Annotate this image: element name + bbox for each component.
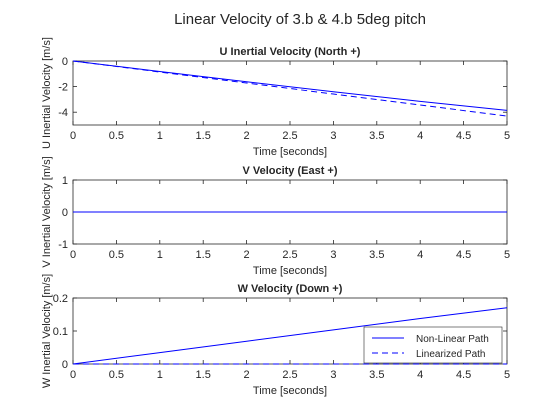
x-tick-label: 2 (244, 130, 250, 142)
x-axis-label: Time [seconds] (253, 385, 327, 397)
axes-frame (72, 60, 508, 126)
y-axis-label: U Inertial Velocity [m/s] (41, 37, 53, 149)
subplot-title: U Inertial Velocity (North +) (220, 46, 361, 58)
series-line-solid (72, 307, 508, 365)
x-axis-label: Time [seconds] (253, 146, 327, 158)
x-tick-label: 3.5 (369, 130, 384, 142)
legend-label: Non-Linear Path (416, 334, 489, 345)
x-tick-label: 0.5 (109, 130, 124, 142)
x-tick-label: 2.5 (282, 130, 297, 142)
y-tick-label: 0 (62, 207, 68, 219)
x-tick-label: 4.5 (456, 249, 471, 261)
x-tick-label: 5 (504, 130, 510, 142)
x-tick-label: 0 (70, 369, 76, 381)
x-tick-label: 4 (417, 249, 423, 261)
x-tick-label: 0 (70, 249, 76, 261)
y-axis-label: V Inertial Velocity [m/s] (41, 156, 53, 267)
x-tick-label: 5 (504, 249, 510, 261)
x-tick-label: 3.5 (369, 369, 384, 381)
y-axis-label: W Inertial Velocity [m/s] (41, 274, 53, 388)
x-tick-label: 1.5 (196, 249, 211, 261)
x-tick-label: 1.5 (196, 369, 211, 381)
subplot-3: 0 0.5 1 1.5 2 2.5 3 3.5 4 4.5 5 0 0.1 0.2 W Velocity (… (41, 274, 510, 397)
x-tick-label: 3.5 (369, 249, 384, 261)
x-tick-label: 4.5 (456, 130, 471, 142)
subplot-1: 0 0.5 1 1.5 2 2.5 3 3.5 4 4.5 5 -4 -2 0 U Inertial Vel… (41, 37, 510, 158)
x-tick-label: 3 (330, 249, 336, 261)
x-tick-label: 5 (504, 369, 510, 381)
legend: Non-Linear Path Linearized Path (363, 326, 503, 364)
x-axis-label: Time [seconds] (253, 265, 327, 277)
y-tick-label: -2 (58, 82, 68, 94)
x-tick-label: 2.5 (282, 249, 297, 261)
x-tick-label: 0.5 (109, 369, 124, 381)
subplot-title: W Velocity (Down +) (238, 283, 343, 295)
y-tick-label: -4 (58, 107, 68, 119)
x-tick-label: 4 (417, 369, 423, 381)
x-tick-label: 2 (244, 249, 250, 261)
x-tick-label: 0.5 (109, 249, 124, 261)
subplot-title: V Velocity (East +) (242, 165, 337, 177)
x-tick-label: 2 (244, 369, 250, 381)
y-tick-label: 1 (62, 175, 68, 187)
x-tick-label: 3 (330, 130, 336, 142)
x-tick-label: 0 (70, 130, 76, 142)
x-tick-label: 1 (157, 130, 163, 142)
y-tick-label: 0 (62, 359, 68, 371)
x-tick-label: 4 (417, 130, 423, 142)
legend-label: Linearized Path (416, 349, 486, 360)
y-tick-label: 0.1 (53, 326, 68, 338)
y-tick-label: 0 (62, 56, 68, 68)
x-tick-label: 2.5 (282, 369, 297, 381)
x-tick-label: 1 (157, 369, 163, 381)
x-tick-label: 3 (330, 369, 336, 381)
x-tick-label: 1.5 (196, 130, 211, 142)
x-tick-label: 1 (157, 249, 163, 261)
figure-title: Linear Velocity of 3.b & 4.b 5deg pitch (174, 11, 426, 28)
x-tick-label: 4.5 (456, 369, 471, 381)
y-tick-label: 0.2 (53, 293, 68, 305)
subplots: 0 0.5 1 1.5 2 2.5 3 3.5 4 4.5 5 -4 -2 0 U Inertial Vel… (41, 37, 510, 397)
legend-box (363, 326, 503, 364)
series-line-dashed (72, 60, 508, 117)
y-tick-label: -1 (58, 239, 68, 251)
